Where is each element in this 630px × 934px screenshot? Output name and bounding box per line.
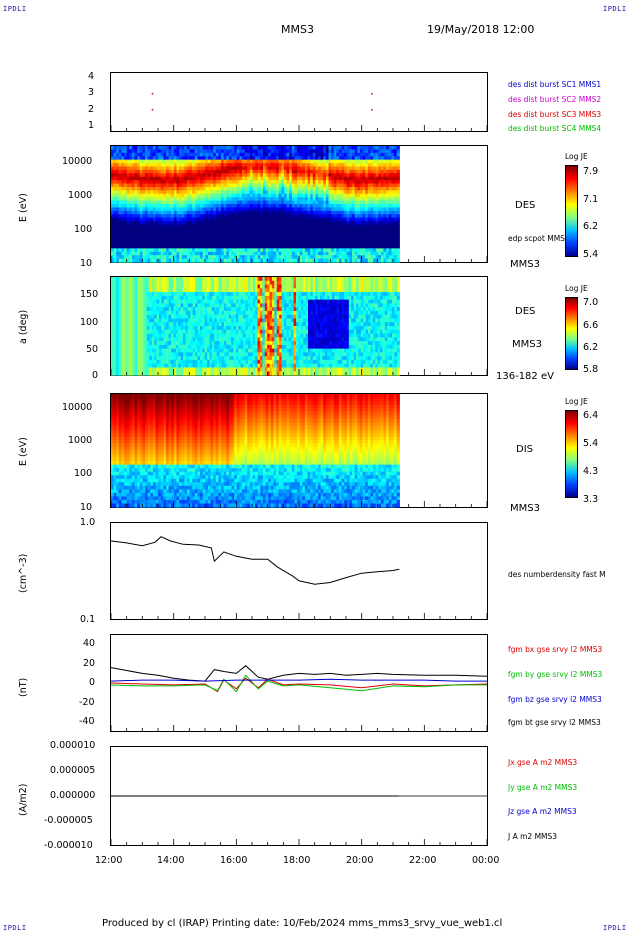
- colorbar-dis-energy-title: Log JE: [565, 397, 588, 406]
- des-energy-ytick-1000: 1000: [68, 190, 93, 201]
- colorbar-des-pitch: [565, 297, 578, 370]
- colorbar-des-energy-title: Log JE: [565, 152, 588, 161]
- plot-datetime: 19/May/2018 12:00: [427, 23, 535, 36]
- des-energy-instrument-label: DES: [515, 200, 536, 211]
- burst-mark-upper-0: [151, 93, 154, 95]
- colorbar-dis-energy-tick-1: 5.4: [583, 438, 599, 449]
- xtick-1800: 18:00: [283, 855, 311, 866]
- legend-density: des numberdensity fast M: [508, 570, 606, 579]
- corner-stamp-tr: IPDLI: [603, 5, 627, 13]
- xtick-1400: 14:00: [157, 855, 185, 866]
- burst-ytick-2: 2: [88, 104, 95, 115]
- current-ytick-4: -0.000010: [44, 840, 93, 851]
- legend-by: fgm by gse srvy l2 MMS3: [508, 670, 603, 679]
- burst-mark-lower-0: [151, 109, 154, 111]
- legend-jy: Jy gse A m2 MMS3: [508, 783, 578, 792]
- des-energy-spectrogram: [111, 146, 400, 263]
- bfield-ytick-neg40: -40: [79, 716, 95, 727]
- bfield-ytick-0: 0: [89, 677, 96, 688]
- burst-ytick-3: 3: [88, 87, 95, 98]
- density-ytick-01: 0.1: [80, 614, 96, 625]
- colorbar-des-pitch-tick-2: 6.2: [583, 342, 599, 353]
- burst-mark-lower-1: [371, 109, 373, 111]
- density-ytick-1: 1.0: [80, 517, 96, 528]
- des-pitch-energy-range: 136-182 eV: [496, 371, 554, 382]
- bfield-series-bt: [110, 665, 488, 682]
- colorbar-dis-energy: [565, 410, 578, 498]
- current-ytick-2: 0.000000: [50, 790, 96, 801]
- dis-energy-ytick-100: 100: [74, 468, 93, 479]
- des-energy-scpot-label: edp scpot MMS3: [508, 234, 570, 243]
- colorbar-des-energy-tick-3: 5.4: [583, 249, 599, 260]
- des-pitch-ytick-0: 0: [92, 370, 99, 381]
- current-ytick-1: 0.000005: [50, 765, 96, 776]
- xtick-2200: 22:00: [409, 855, 437, 866]
- colorbar-des-pitch-tick-3: 5.8: [583, 364, 599, 375]
- legend-bt: fgm bt gse srvy l2 MMS3: [508, 718, 601, 727]
- burst-ytick-4: 4: [88, 71, 95, 82]
- panel-magnetic-field: [110, 634, 488, 732]
- spacecraft-title: MMS3: [281, 23, 314, 36]
- bfield-ytick-40: 40: [83, 638, 96, 649]
- des-pitch-spectrogram: [111, 277, 400, 376]
- legend-jz: Jz gse A m2 MMS3: [508, 807, 577, 816]
- footer-credit: Produced by cl (IRAP) Printing date: 10/…: [102, 918, 503, 929]
- legend-j: J A m2 MMS3: [508, 832, 558, 841]
- panel-burst: [110, 72, 488, 132]
- legend-burst-mms1: des dist burst SC1 MMS1: [508, 80, 602, 89]
- burst-mark-upper-1: [371, 93, 373, 95]
- legend-burst-mms3: des dist burst SC3 MMS3: [508, 110, 602, 119]
- corner-stamp-bl: IPDLI: [3, 924, 27, 932]
- bfield-ytick-neg20: -20: [79, 697, 95, 708]
- colorbar-dis-energy-tick-3: 3.3: [583, 494, 599, 505]
- legend-burst-mms4: des dist burst SC4 MMS4: [508, 124, 602, 133]
- des-pitch-ytick-50: 50: [86, 344, 99, 355]
- colorbar-des-pitch-title: Log JE: [565, 284, 588, 293]
- xtick-2000: 20:00: [346, 855, 374, 866]
- dis-energy-ytick-1000: 1000: [68, 435, 93, 446]
- des-pitch-instrument-label: DES: [515, 306, 536, 317]
- xtick-1600: 16:00: [220, 855, 248, 866]
- legend-bz: fgm bz gse srvy l2 MMS3: [508, 695, 602, 704]
- des-energy-ytick-10000: 10000: [62, 156, 93, 167]
- burst-ytick-1: 1: [88, 120, 95, 131]
- density-series-line: [110, 536, 400, 585]
- colorbar-des-pitch-tick-1: 6.6: [583, 320, 599, 331]
- dis-energy-spectrogram: [111, 394, 400, 508]
- colorbar-dis-energy-tick-2: 4.3: [583, 466, 599, 477]
- des-pitch-ytick-150: 150: [80, 289, 99, 300]
- corner-stamp-br: IPDLI: [603, 924, 627, 932]
- dis-energy-ytick-10000: 10000: [62, 402, 93, 413]
- panel-density: [110, 522, 488, 620]
- des-pitch-spacecraft-label: MMS3: [512, 339, 542, 350]
- bfield-series-bz: [110, 678, 487, 682]
- colorbar-des-energy-tick-1: 7.1: [583, 194, 599, 205]
- des-pitch-ytick-100: 100: [80, 317, 99, 328]
- legend-jx: Jx gse A m2 MMS3: [508, 758, 578, 767]
- des-energy-ytick-10: 10: [80, 258, 93, 269]
- current-ytick-0: 0.000010: [50, 740, 96, 751]
- bfield-series-by: [110, 674, 487, 693]
- legend-burst-mms2: des dist burst SC2 MMS2: [508, 95, 602, 104]
- dis-energy-spacecraft-label: MMS3: [510, 503, 540, 514]
- xtick-1200: 12:00: [95, 855, 123, 866]
- colorbar-des-energy-tick-2: 6.2: [583, 221, 599, 232]
- colorbar-des-energy: [565, 165, 578, 257]
- des-energy-ytick-100: 100: [74, 224, 93, 235]
- xtick-0000: 00:00: [472, 855, 500, 866]
- legend-bx: fgm bx gse srvy l2 MMS3: [508, 645, 603, 654]
- colorbar-des-pitch-tick-0: 7.0: [583, 297, 599, 308]
- dis-energy-instrument-label: DIS: [516, 444, 533, 455]
- bfield-ytick-20: 20: [83, 658, 96, 669]
- dis-energy-ytick-10: 10: [80, 502, 93, 513]
- colorbar-dis-energy-tick-0: 6.4: [583, 410, 599, 421]
- corner-stamp-tl: IPDLI: [3, 5, 27, 13]
- current-ytick-3: -0.000005: [44, 815, 93, 826]
- bfield-series-bx: [110, 677, 488, 693]
- colorbar-des-energy-tick-0: 7.9: [583, 166, 599, 177]
- des-energy-spacecraft-label: MMS3: [510, 259, 540, 270]
